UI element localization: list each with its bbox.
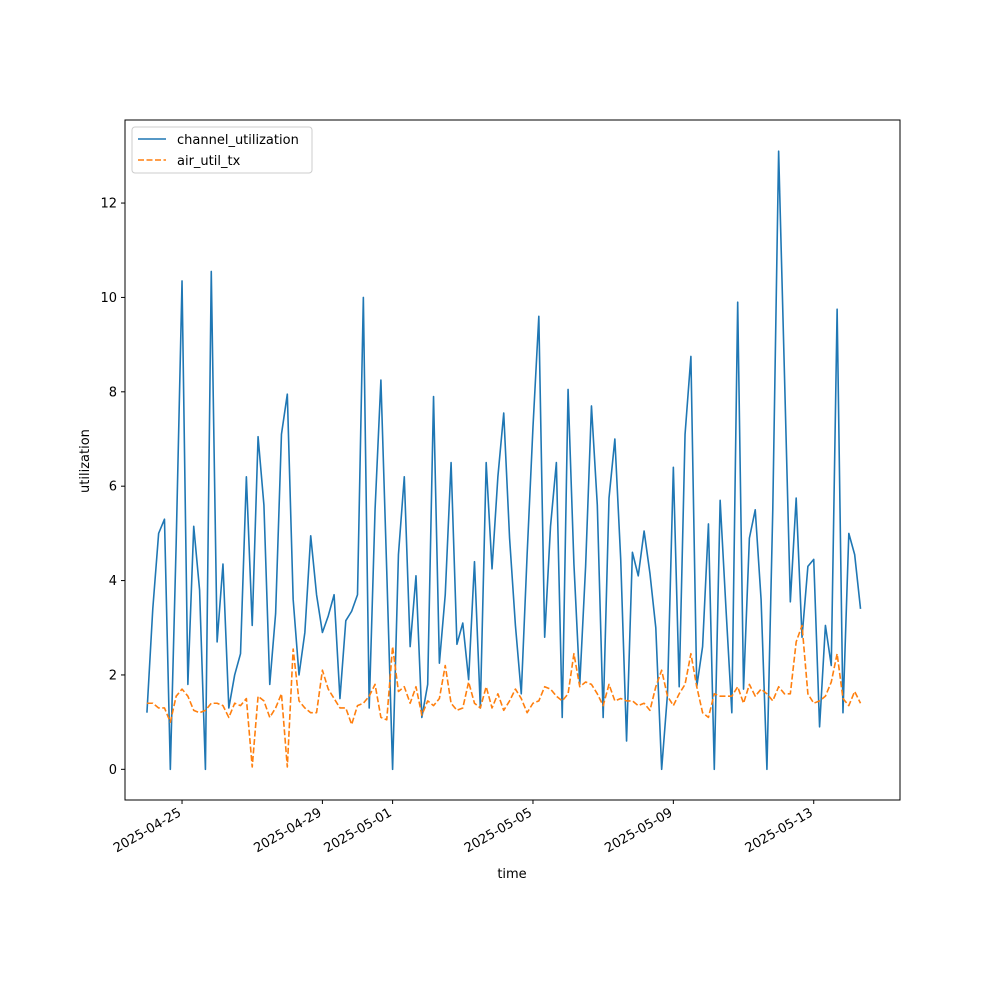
y-axis-label: utilization — [78, 429, 93, 493]
y-tick-label-6: 12 — [100, 197, 117, 212]
y-tick-label-4: 8 — [109, 385, 117, 400]
y-tick-label-2: 4 — [109, 574, 117, 589]
x-axis-label: time — [497, 867, 526, 882]
series-line-channel-utilization — [146, 150, 862, 771]
legend-label-air-util-tx: air_util_tx — [177, 154, 241, 169]
legend: channel_utilization air_util_tx — [131, 126, 313, 174]
legend-label-channel-utilization: channel_utilization — [177, 133, 299, 148]
y-tick-label-5: 10 — [100, 291, 117, 306]
series-line-air-util-tx — [146, 624, 862, 768]
y-tick-label-0: 0 — [109, 763, 117, 778]
plot-area — [125, 120, 900, 800]
legend-box — [131, 126, 313, 174]
y-tick-label-3: 6 — [109, 480, 117, 495]
plot-frame — [124, 119, 901, 801]
y-axis: 0 2 4 6 8 10 12 — [100, 197, 125, 778]
series-layer — [146, 150, 862, 771]
y-tick-label-1: 2 — [109, 668, 117, 683]
